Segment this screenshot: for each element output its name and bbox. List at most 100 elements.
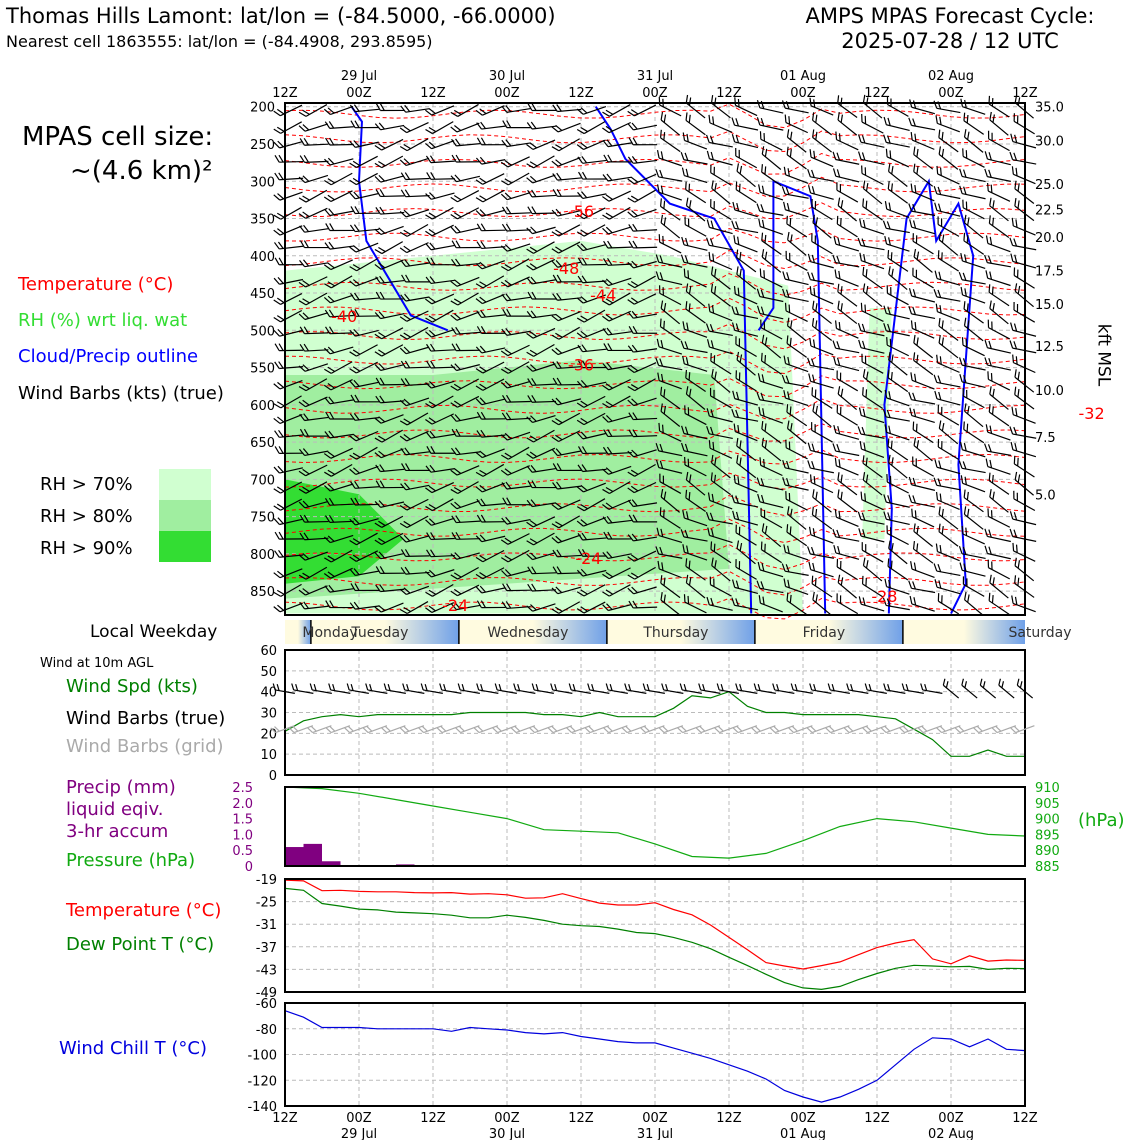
wind-barb xyxy=(882,220,910,234)
pressure-line xyxy=(284,786,1026,859)
profile-wind-barbs xyxy=(273,94,1037,616)
wind-barb xyxy=(685,283,706,308)
wind-barb xyxy=(963,506,984,530)
hour-tick-label: 12Z xyxy=(420,1111,446,1126)
wind-barb xyxy=(660,300,681,325)
wind-barb xyxy=(399,326,429,340)
wind-barb xyxy=(786,524,808,547)
wind-barb xyxy=(526,139,556,150)
wind-barb xyxy=(681,167,708,184)
wind-barb xyxy=(836,182,859,203)
wind-barb xyxy=(501,139,531,148)
wind-barb xyxy=(832,254,860,268)
wind-barb xyxy=(627,533,658,542)
wind-barb xyxy=(576,309,606,323)
wind-barb xyxy=(399,310,429,322)
wind-barb xyxy=(602,206,631,220)
wind-barb xyxy=(685,112,706,136)
wind-speed-frame xyxy=(284,649,1026,776)
pressure-tick-label: 500 xyxy=(250,324,275,339)
wind-barb xyxy=(527,566,557,575)
wind-barb xyxy=(882,597,910,611)
wind-barb-grid xyxy=(695,725,721,734)
wind-barb xyxy=(761,249,782,273)
hour-tick-label: 12Z xyxy=(568,86,594,101)
cloud-contour xyxy=(757,179,827,614)
wind-barb xyxy=(602,378,631,391)
wind-barb xyxy=(450,566,479,580)
weekday-name: Thursday xyxy=(642,625,708,641)
wind-barb xyxy=(655,254,683,268)
wind-barb xyxy=(400,360,430,369)
wind-barb xyxy=(837,112,858,136)
wind-barb xyxy=(886,525,909,546)
wind-barb xyxy=(1012,354,1036,374)
wind-barb xyxy=(324,275,353,289)
wind-barb xyxy=(989,111,1009,136)
legend-rh90-swatch xyxy=(159,531,211,562)
legend-rh: RH (%) wrt liq. wat xyxy=(18,310,188,331)
wind-barb xyxy=(1011,595,1036,613)
wind-barb xyxy=(756,580,784,594)
wind-barb xyxy=(551,430,581,443)
wind-barb xyxy=(526,447,556,459)
wind-barb xyxy=(627,586,657,595)
wind-barb xyxy=(683,268,707,288)
wind-barb-grid xyxy=(492,725,517,734)
wind-barb xyxy=(883,305,910,320)
wind-header: Wind at 10m AGL xyxy=(40,656,154,671)
wind-barb xyxy=(476,241,506,250)
wind-barb xyxy=(298,189,328,203)
wind-barb xyxy=(274,257,304,266)
wind-barb xyxy=(938,334,959,359)
wind-barb xyxy=(501,412,531,421)
wind-barb xyxy=(425,207,454,220)
wind-barb xyxy=(602,551,632,560)
wind-barb xyxy=(551,224,581,237)
wind-barb xyxy=(1009,426,1037,439)
wind-barb xyxy=(857,322,885,337)
wind-barb xyxy=(680,340,708,354)
wind-barb xyxy=(809,149,834,168)
wind-barb xyxy=(884,235,910,252)
wind-barb xyxy=(807,442,834,457)
precip-tick-label: 0 xyxy=(245,860,253,875)
precip-accum-label: 3-hr accum xyxy=(66,821,169,842)
wind-barb xyxy=(425,498,454,512)
wind-barb xyxy=(709,387,732,409)
wind-barb-grid xyxy=(566,725,591,734)
wind-barb xyxy=(809,337,834,356)
wind-barb xyxy=(602,277,632,287)
y-tick-label: 30 xyxy=(260,707,277,722)
wind-barb xyxy=(602,173,632,182)
wind-barb xyxy=(783,355,809,373)
wind-barb xyxy=(959,168,986,183)
wind-barb xyxy=(400,566,430,575)
wind-barb xyxy=(298,500,329,509)
wind-barb xyxy=(425,140,455,150)
hour-tick-label: 00Z xyxy=(790,86,816,101)
day-tick-label: 01 Aug xyxy=(780,1127,826,1140)
wind-barb xyxy=(1010,133,1037,149)
wind-barb xyxy=(349,191,379,200)
wind-barb xyxy=(298,566,328,580)
wind-barb xyxy=(451,343,481,352)
wind-barb xyxy=(475,209,506,217)
wind-barb xyxy=(862,472,883,496)
wind-barb xyxy=(577,446,607,455)
wind-barb xyxy=(988,215,1010,238)
wind-barb xyxy=(985,270,1011,287)
day-tick-label: 01 Aug xyxy=(780,69,826,84)
wind-barb xyxy=(273,140,303,149)
hour-tick-label: 12Z xyxy=(420,86,446,101)
wind-barb xyxy=(681,425,708,440)
hour-tick-label: 12Z xyxy=(716,1111,742,1126)
wind-barb xyxy=(760,352,782,375)
wind-barb xyxy=(660,488,681,513)
wind-barb xyxy=(958,545,986,560)
wind-barb xyxy=(551,586,582,595)
wind-barb xyxy=(475,156,506,165)
kft-tick-label: 5.0 xyxy=(1035,488,1056,503)
wind-barb-true xyxy=(735,683,758,694)
wind-barb xyxy=(576,328,606,339)
